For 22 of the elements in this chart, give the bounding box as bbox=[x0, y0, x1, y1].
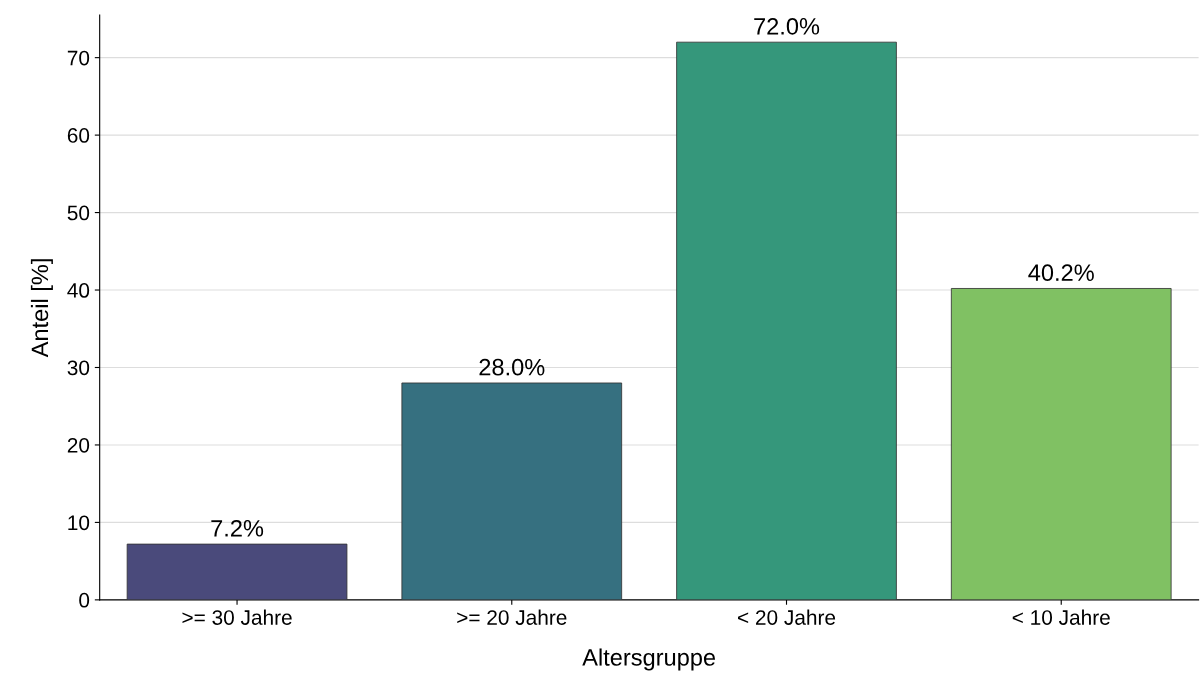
data-label: 72.0% bbox=[754, 17, 820, 35]
bar bbox=[126, 543, 348, 600]
y-tick-label: 20 bbox=[67, 437, 90, 453]
x-axis-title: Altersgruppe bbox=[582, 648, 716, 671]
x-tick-label: < 10 Jahre bbox=[1012, 609, 1110, 625]
y-tick-label: 10 bbox=[68, 515, 90, 531]
y-tick-label: 0 bbox=[79, 592, 90, 608]
data-label: 7.2% bbox=[211, 519, 264, 537]
y-tick-label: 60 bbox=[67, 128, 90, 143]
data-label: 40.2% bbox=[1028, 264, 1094, 282]
x-tick-label: >= 20 Jahre bbox=[457, 609, 567, 625]
data-label: 28.0% bbox=[479, 358, 545, 376]
y-tick-label: 30 bbox=[67, 360, 90, 376]
y-tick-label: 40 bbox=[67, 283, 90, 298]
x-tick-label: >= 30 Jahre bbox=[182, 609, 292, 625]
y-tick-label: 50 bbox=[67, 205, 90, 221]
bar bbox=[950, 288, 1172, 600]
y-tick-label: 70 bbox=[67, 50, 90, 66]
bar bbox=[676, 41, 897, 600]
x-tick-label: < 20 Jahre bbox=[738, 609, 836, 625]
bar bbox=[401, 382, 623, 600]
y-axis-title: Anteil [%] bbox=[30, 259, 53, 358]
